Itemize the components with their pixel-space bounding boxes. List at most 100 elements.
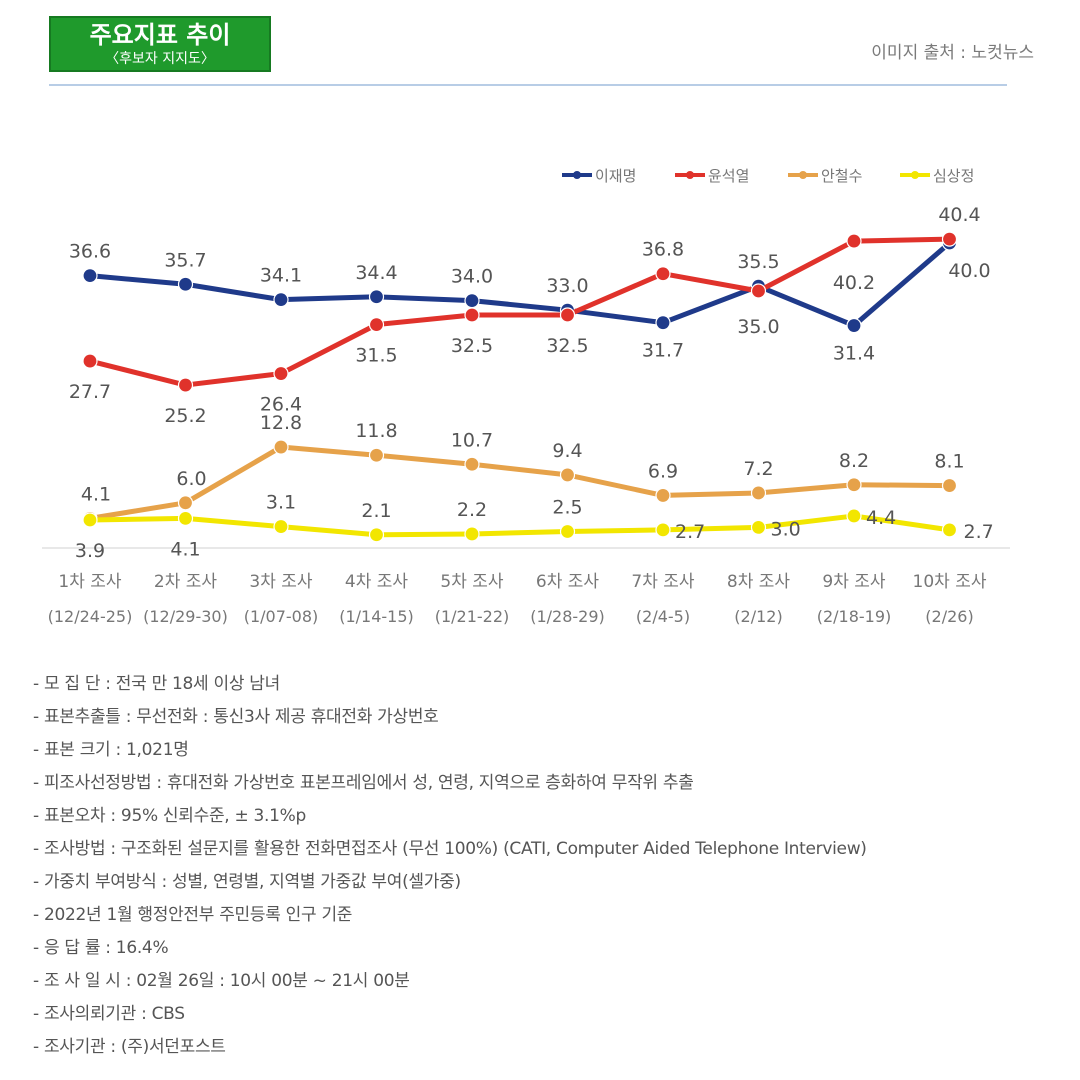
data-label: 32.5 bbox=[451, 335, 493, 357]
data-point bbox=[177, 510, 194, 526]
data-point bbox=[82, 512, 98, 528]
data-point bbox=[273, 439, 289, 455]
legend-label: 윤석열 bbox=[708, 167, 749, 185]
data-point bbox=[559, 467, 576, 483]
data-label: 36.6 bbox=[69, 241, 111, 263]
data-label: 33.0 bbox=[546, 275, 588, 297]
x-tick-date: (1/14-15) bbox=[339, 607, 414, 626]
data-label: 35.5 bbox=[737, 251, 779, 273]
survey-notes: - 모 집 단 : 전국 만 18세 이상 남녀 - 표본추출틀 : 무선전화 … bbox=[33, 668, 1063, 1064]
note-line: - 조사방법 : 구조화된 설문지를 활용한 전화면접조사 (무선 100%) … bbox=[33, 839, 867, 859]
data-label: 32.5 bbox=[546, 335, 588, 357]
data-point bbox=[846, 233, 862, 249]
data-point bbox=[941, 477, 958, 494]
series-line bbox=[89, 241, 952, 329]
data-point bbox=[368, 447, 385, 463]
data-label: 4.1 bbox=[170, 538, 200, 560]
x-tick-date: (1/21-22) bbox=[435, 607, 510, 626]
data-label: 2.7 bbox=[964, 521, 994, 543]
data-point bbox=[846, 317, 862, 334]
data-point bbox=[368, 289, 385, 305]
image-source: 이미지 출처 : 노컷뉴스 bbox=[871, 43, 1034, 63]
data-label: 11.8 bbox=[355, 420, 397, 442]
note-line: - 표본추출틀 : 무선전화 : 통신3사 제공 휴대전화 가상번호 bbox=[33, 707, 439, 727]
data-point bbox=[464, 293, 480, 309]
data-label: 34.4 bbox=[355, 262, 397, 284]
note-line: - 표본 크기 : 1,021명 bbox=[33, 740, 189, 760]
x-tick-label: 7차 조사 bbox=[631, 572, 694, 592]
data-point bbox=[368, 317, 385, 333]
data-point bbox=[941, 231, 958, 247]
legend-label: 안철수 bbox=[821, 167, 862, 185]
data-point bbox=[368, 527, 385, 543]
data-label: 2.2 bbox=[457, 499, 487, 521]
data-point bbox=[846, 508, 862, 524]
data-label: 6.9 bbox=[648, 460, 678, 482]
note-line: - 가중치 부여방식 : 성별, 연령별, 지역별 가중값 부여(셀가중) bbox=[33, 872, 461, 892]
data-point bbox=[655, 487, 671, 504]
legend-marker bbox=[799, 171, 807, 179]
data-point bbox=[177, 495, 194, 511]
data-point bbox=[177, 377, 194, 393]
data-point bbox=[464, 456, 480, 472]
data-label: 4.1 bbox=[81, 483, 111, 505]
note-line: - 표본오차 : 95% 신뢰수준, ± 3.1%p bbox=[33, 806, 307, 826]
data-label: 40.4 bbox=[938, 204, 980, 226]
x-tick-label: 4차 조사 bbox=[345, 572, 408, 592]
x-tick-date: (1/07-08) bbox=[244, 607, 319, 626]
note-line: - 2022년 1월 행정안전부 주민등록 인구 기준 bbox=[33, 905, 353, 925]
x-tick-label: 9차 조사 bbox=[822, 572, 885, 592]
data-point bbox=[846, 477, 862, 493]
data-point bbox=[750, 485, 767, 501]
data-label: 6.0 bbox=[176, 468, 206, 490]
x-tick-date: (2/4-5) bbox=[636, 607, 690, 626]
data-label: 25.2 bbox=[164, 405, 206, 427]
x-tick-label: 2차 조사 bbox=[154, 572, 217, 592]
data-label: 3.1 bbox=[266, 492, 296, 514]
data-point bbox=[655, 266, 671, 282]
x-tick-label: 8차 조사 bbox=[727, 572, 790, 592]
header-divider bbox=[49, 84, 1007, 86]
x-tick-label: 6차 조사 bbox=[536, 572, 599, 592]
data-label: 31.5 bbox=[355, 345, 397, 367]
data-point bbox=[273, 518, 289, 535]
legend-marker bbox=[911, 171, 919, 179]
x-tick-date: (2/18-19) bbox=[817, 607, 892, 626]
x-tick-date: (2/26) bbox=[925, 607, 973, 626]
x-tick-label: 1차 조사 bbox=[58, 572, 121, 592]
note-line: - 모 집 단 : 전국 만 18세 이상 남녀 bbox=[33, 674, 280, 694]
data-label: 27.7 bbox=[69, 381, 111, 403]
data-label: 40.0 bbox=[948, 260, 990, 282]
data-label: 36.8 bbox=[642, 239, 684, 261]
data-label: 4.4 bbox=[866, 507, 896, 529]
legend-label: 심상정 bbox=[933, 167, 974, 185]
data-label: 35.7 bbox=[164, 249, 206, 271]
line-chart: 1차 조사 (12/24-25) 2차 조사 (12/29-30) 3차 조사 (1/07… bbox=[42, 167, 1010, 626]
data-point bbox=[559, 307, 576, 323]
data-label: 2.7 bbox=[675, 521, 705, 543]
legend-marker bbox=[686, 171, 694, 179]
chart-title: 주요지표 추이 bbox=[89, 21, 231, 49]
data-point bbox=[82, 268, 98, 284]
data-label: 2.1 bbox=[361, 500, 391, 522]
legend-marker bbox=[573, 171, 581, 179]
data-label: 31.7 bbox=[642, 340, 684, 362]
data-label: 26.4 bbox=[260, 394, 302, 416]
series-line bbox=[89, 513, 950, 538]
series-line bbox=[89, 444, 950, 521]
data-label: 2.5 bbox=[552, 497, 582, 519]
x-tick-date: (2/12) bbox=[734, 607, 782, 626]
data-point bbox=[464, 307, 480, 323]
note-line: - 응 답 률 : 16.4% bbox=[33, 938, 169, 958]
data-label: 40.2 bbox=[833, 272, 875, 294]
data-label: 34.0 bbox=[451, 266, 493, 288]
data-label: 7.2 bbox=[743, 458, 773, 480]
legend-label: 이재명 bbox=[595, 167, 636, 185]
title-box: 주요지표 추이 〈후보자 지지도〉 bbox=[49, 16, 271, 72]
data-label: 35.0 bbox=[737, 316, 779, 338]
data-point bbox=[655, 522, 671, 538]
data-point bbox=[655, 315, 671, 331]
x-tick-date: (12/29-30) bbox=[143, 607, 228, 626]
data-label: 3.0 bbox=[771, 518, 801, 540]
x-tick-label: 3차 조사 bbox=[249, 572, 312, 592]
